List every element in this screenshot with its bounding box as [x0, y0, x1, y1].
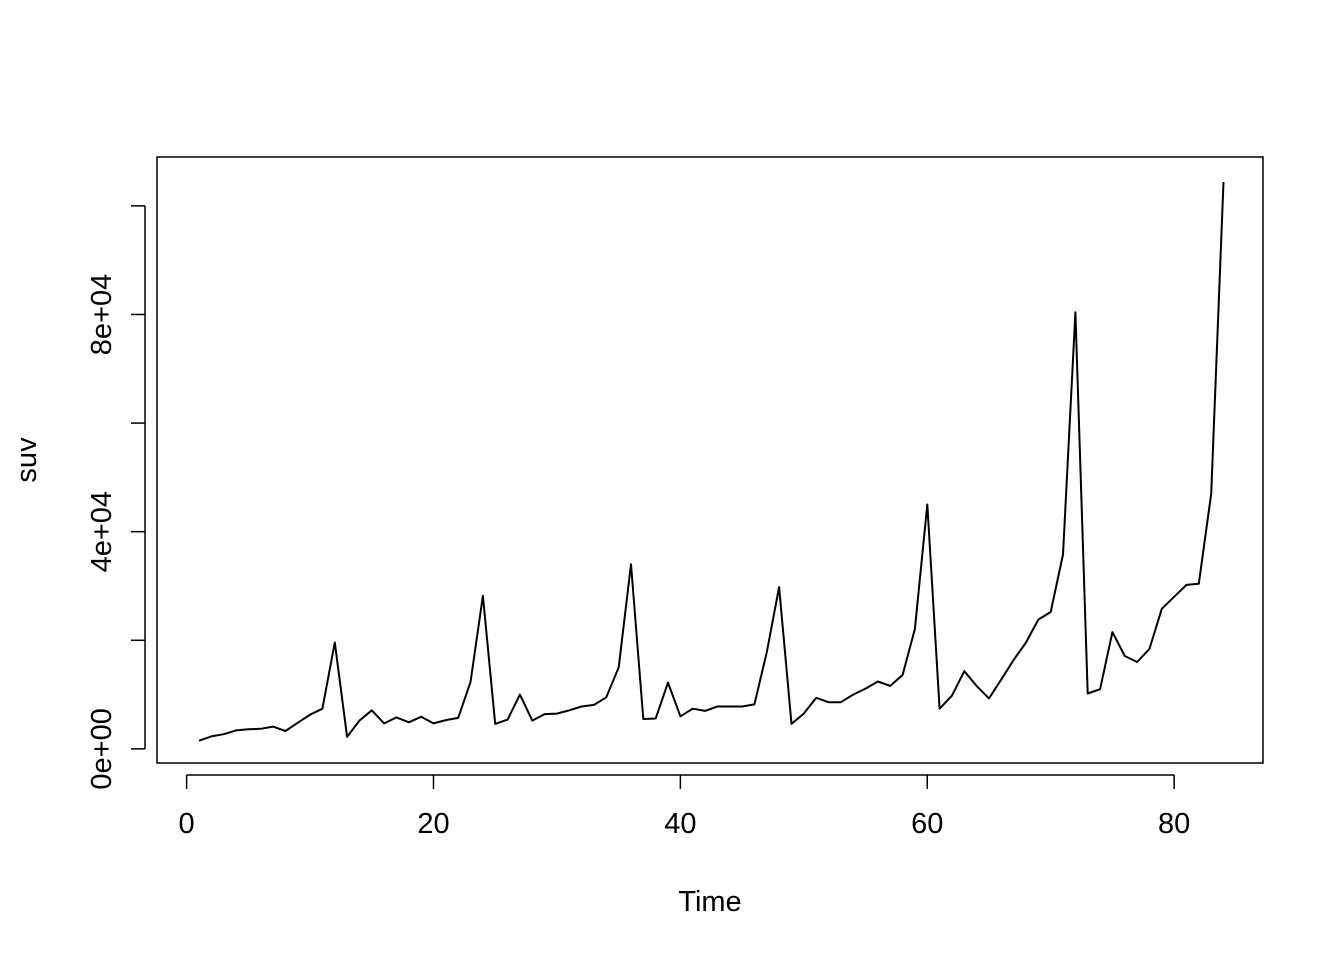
- plot-frame: [156, 156, 1264, 764]
- y-axis: 0e+00 4e+04 8e+04: [86, 205, 146, 790]
- x-axis: 0 20 40 60 80: [179, 774, 1190, 840]
- y-tick-label: 8e+04: [86, 274, 118, 355]
- x-tick-label: 0: [179, 808, 195, 840]
- y-tick-label: 4e+04: [86, 491, 118, 572]
- x-tick-label: 60: [911, 808, 943, 840]
- series-layer: [198, 181, 1225, 742]
- x-tick-label: 20: [417, 808, 449, 840]
- x-axis-label: Time: [678, 886, 741, 918]
- x-tick-label: 40: [664, 808, 696, 840]
- series-line: [198, 181, 1225, 742]
- y-tick-label: 0e+00: [86, 708, 118, 789]
- x-tick-label: 80: [1158, 808, 1190, 840]
- y-axis-label: suv: [11, 437, 43, 483]
